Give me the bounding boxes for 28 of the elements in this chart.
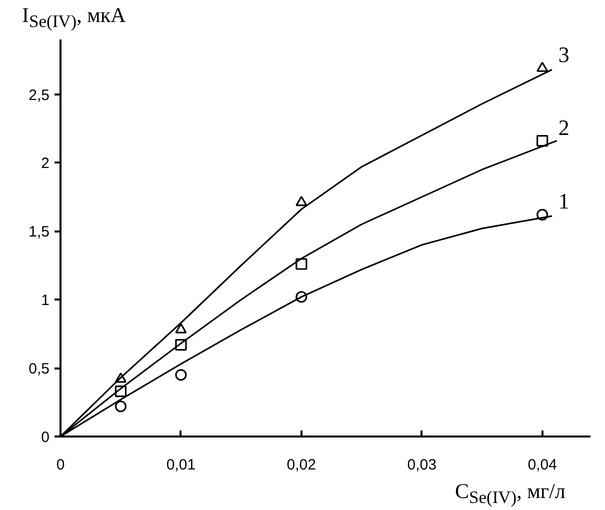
- series-label: 2: [558, 114, 570, 140]
- point: [114, 386, 127, 398]
- point: [536, 62, 548, 72]
- point: [296, 196, 308, 206]
- point: [296, 291, 308, 303]
- x-tick-label: 0,01: [166, 456, 196, 474]
- y-tick-label: 0,5: [28, 360, 50, 378]
- y-tick-label: 2: [41, 155, 50, 172]
- series-label: 3: [558, 42, 570, 68]
- y-tick-label: 1,5: [28, 224, 50, 241]
- x-tick-label: 0,04: [528, 456, 557, 474]
- point: [175, 338, 187, 351]
- y-tick-label: 0: [41, 429, 50, 446]
- point: [536, 208, 548, 221]
- x-tick-label: 0,02: [286, 456, 316, 474]
- series-label: 1: [558, 188, 570, 214]
- x-tick-label: 0: [56, 456, 65, 474]
- point: [114, 400, 127, 412]
- y-tick-label: 2,5: [28, 86, 50, 104]
- x-axis-title: C$_{Se(IV)}$, мг/л: [455, 479, 566, 508]
- x-tick-label: 0,03: [407, 456, 436, 474]
- point: [175, 369, 187, 381]
- y-tick-label: 1: [41, 292, 50, 310]
- point: [114, 372, 127, 383]
- point: [175, 323, 187, 334]
- y-axis-title: I$_{Se(IV)}$, мкА: [22, 3, 126, 32]
- point: [296, 258, 308, 270]
- point: [536, 135, 548, 147]
